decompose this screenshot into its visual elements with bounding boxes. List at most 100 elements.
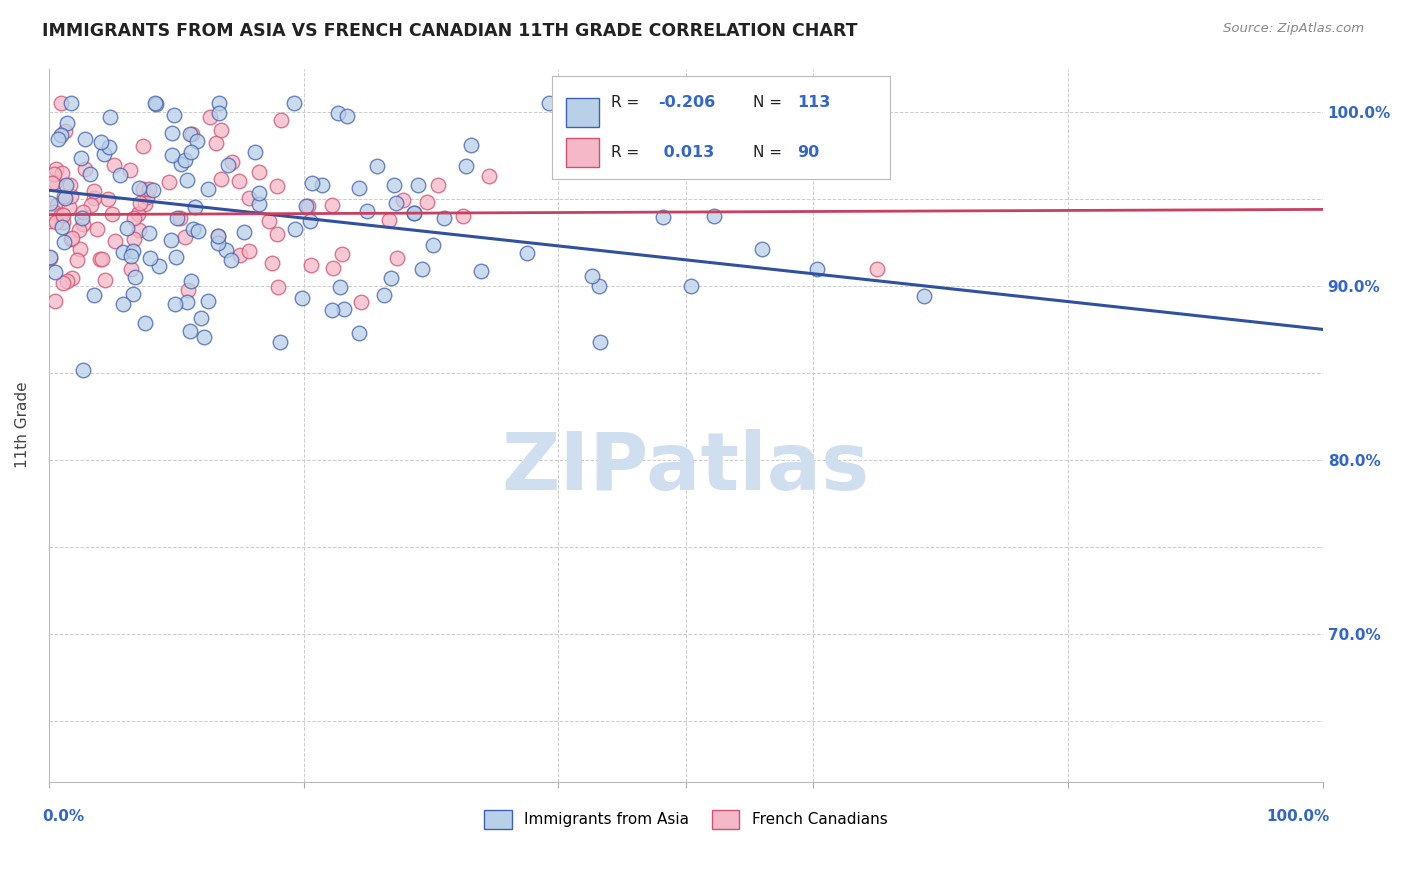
Point [170,157,193,171]
Point [165,251,187,265]
Point [404,205,426,219]
Point [49,96,72,111]
Point [190,310,212,325]
Point [328,105,350,120]
Point [247,165,270,179]
Point [138,182,160,196]
Point [299,258,322,272]
Point [52,189,75,203]
Point [143,96,166,111]
Point [247,197,270,211]
Point [581,269,603,284]
Y-axis label: 11th Grade: 11th Grade [15,382,30,468]
Point [52,215,75,229]
Point [238,191,260,205]
Point [122,244,145,258]
Point [122,232,145,246]
Point [59,178,82,192]
Point [174,230,197,244]
Text: 0.0%: 0.0% [42,809,84,824]
Point [725,154,748,169]
Point [51,128,73,143]
Point [350,294,373,309]
Point [197,182,219,196]
Point [160,148,183,162]
Point [411,261,433,276]
Point [60,231,83,245]
Point [184,201,207,215]
Point [120,262,142,277]
Point [39,251,62,265]
Point [46,131,69,145]
Point [180,145,202,160]
Point [70,151,93,165]
Point [187,224,209,238]
Point [284,222,307,236]
Point [356,204,378,219]
Point [80,197,103,211]
Point [163,297,186,311]
Point [97,192,120,206]
Point [332,301,354,316]
Point [453,209,475,223]
Point [73,161,96,176]
Point [180,274,202,288]
Point [72,205,94,219]
Point [179,128,201,142]
Point [207,228,229,243]
Point [72,363,94,377]
Point [373,288,395,302]
Point [51,165,73,179]
Point [89,252,111,266]
Point [215,243,238,257]
Point [538,96,561,111]
Point [127,207,149,221]
Point [912,289,935,303]
Point [163,108,186,122]
Point [176,173,198,187]
Legend: Immigrants from Asia, French Canadians: Immigrants from Asia, French Canadians [478,804,893,835]
Point [295,199,318,213]
Point [283,96,305,111]
Point [44,204,66,219]
Point [56,116,79,130]
Point [382,178,405,192]
Point [138,227,160,241]
Point [157,175,180,189]
Text: IMMIGRANTS FROM ASIA VS FRENCH CANADIAN 11TH GRADE CORRELATION CHART: IMMIGRANTS FROM ASIA VS FRENCH CANADIAN … [42,22,858,40]
Point [142,183,165,197]
Point [42,167,65,181]
Point [134,197,156,211]
Point [298,214,321,228]
Point [148,260,170,274]
Point [53,191,76,205]
Point [392,193,415,207]
Point [207,235,229,250]
Point [83,288,105,302]
Text: 100.0%: 100.0% [1265,809,1329,824]
Point [207,228,229,243]
Point [53,124,76,138]
Point [176,295,198,310]
Point [129,196,152,211]
Point [52,208,75,222]
Point [44,176,66,190]
Point [330,247,353,261]
Point [91,252,114,266]
Point [120,249,142,263]
Point [387,252,409,266]
Point [49,208,72,222]
Point [59,231,82,245]
Point [128,181,150,195]
Point [124,270,146,285]
Point [402,206,425,220]
Point [166,211,188,225]
Text: Source: ZipAtlas.com: Source: ZipAtlas.com [1223,22,1364,36]
Point [83,184,105,198]
Point [44,293,66,308]
Point [703,209,725,223]
Point [169,211,191,226]
Point [426,178,449,193]
Point [228,174,250,188]
Point [86,222,108,236]
